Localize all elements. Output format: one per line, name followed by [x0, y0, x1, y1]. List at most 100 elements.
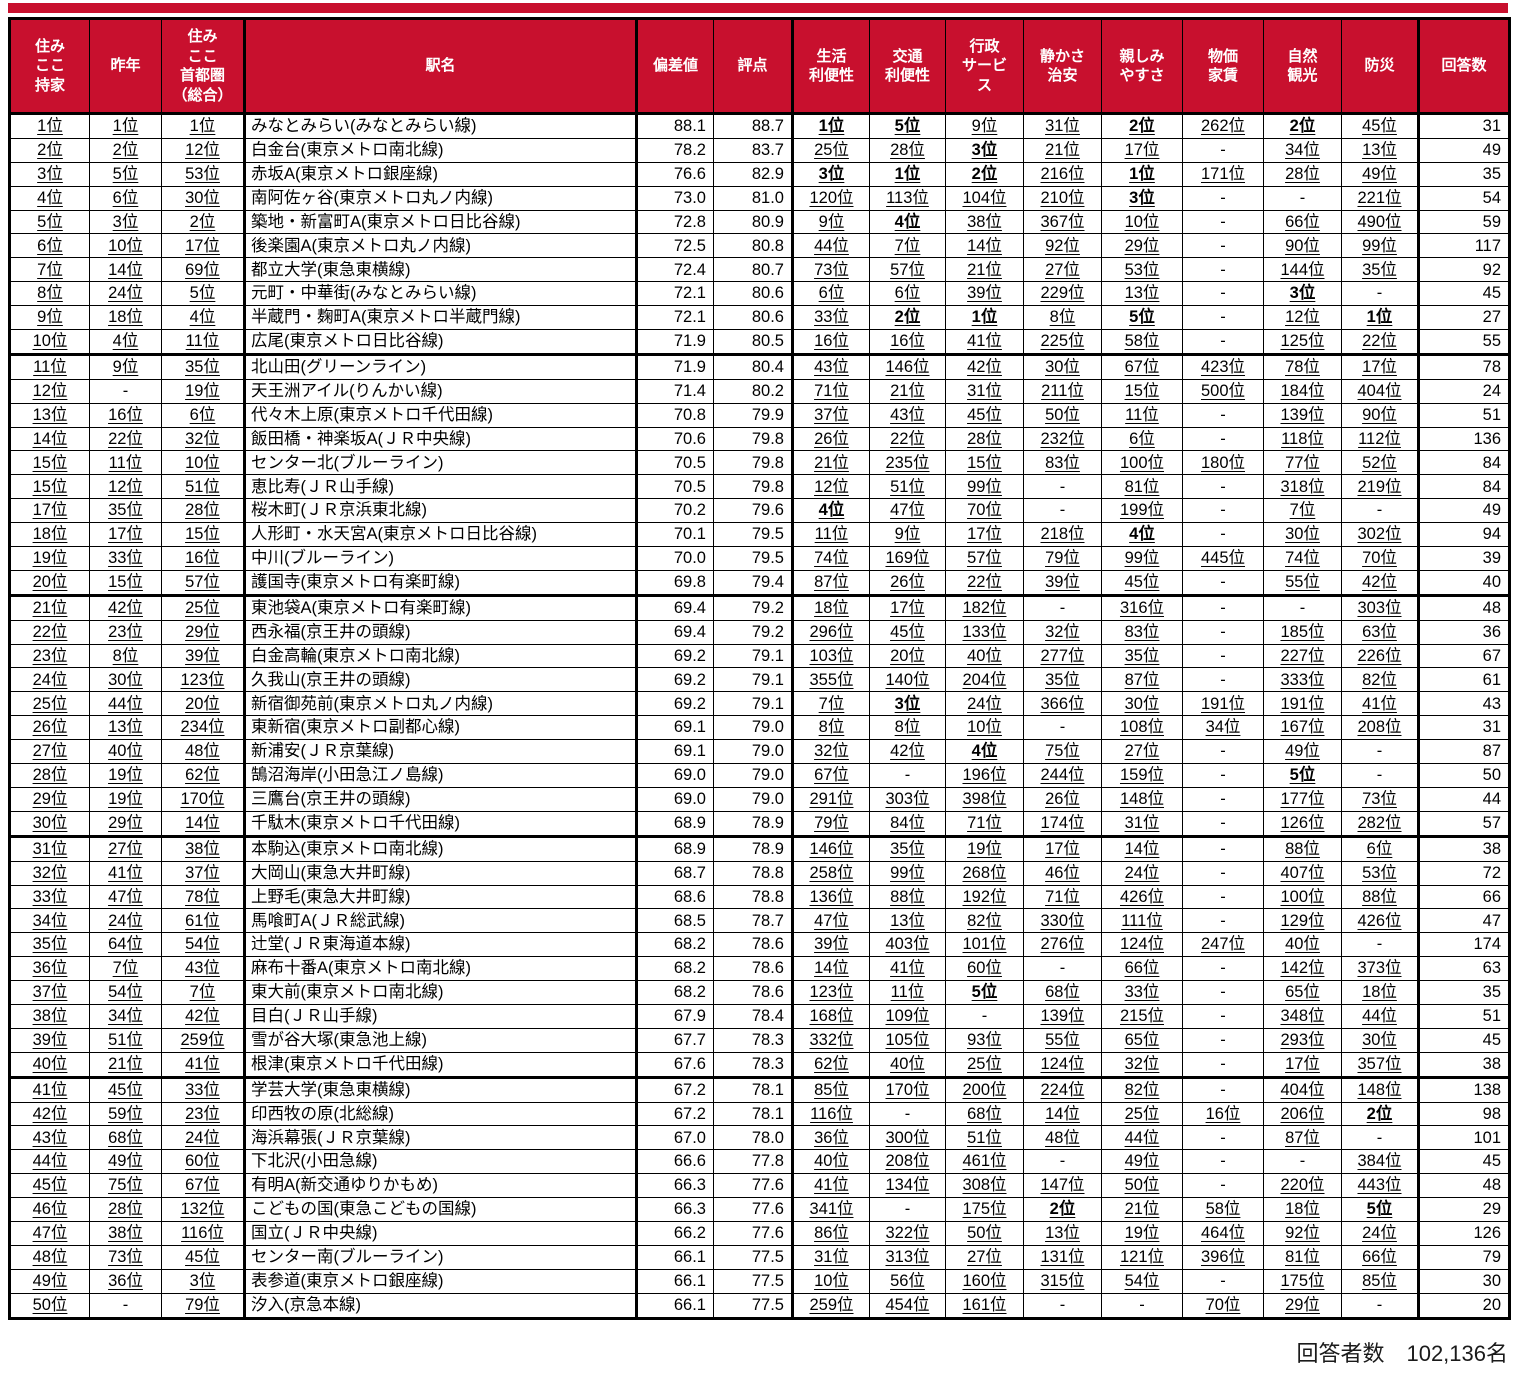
- cell-value: 84位: [890, 814, 925, 833]
- cell-value: 3位: [1129, 188, 1155, 207]
- cell-station: 恵比寿(ＪＲ山手線): [243, 474, 637, 500]
- cell-value: 辻堂(ＪＲ東海道本線): [251, 935, 411, 954]
- cell-value: -: [1220, 887, 1226, 906]
- cell-c4: 366位: [1023, 691, 1102, 717]
- cell-c3: 17位: [945, 522, 1024, 548]
- cell-c4: 92位: [1023, 233, 1102, 259]
- header-friendliness: 親しみ やすさ: [1101, 18, 1183, 115]
- cell-value: -: [1220, 839, 1226, 858]
- header-disaster-prevention: 防災: [1341, 18, 1419, 115]
- cell-value: 111位: [1121, 911, 1163, 930]
- cell-value: 35位: [1045, 670, 1080, 689]
- cell-value: 26位: [1045, 790, 1080, 809]
- cell-value: 5位: [189, 284, 216, 303]
- cell-c8: 5位: [1341, 1197, 1419, 1222]
- cell-value: 12位: [108, 477, 143, 496]
- cell-value: 120位: [809, 188, 854, 207]
- cell-value: 27位: [967, 1248, 1002, 1267]
- cell-c5: 17位: [1101, 137, 1183, 163]
- cell-dev: 88.1: [635, 113, 714, 139]
- cell-value: 180位: [1200, 453, 1246, 472]
- cell-rank: 24位: [9, 667, 90, 693]
- cell-c8: 18位: [1341, 980, 1419, 1005]
- cell-value: 31位: [814, 1248, 849, 1267]
- cell-rank: 18位: [9, 522, 90, 548]
- cell-value: 30位: [1285, 525, 1320, 544]
- cell-score: 80.5: [713, 329, 793, 355]
- cell-prev: 38位: [89, 1220, 162, 1246]
- cell-value: 1位: [894, 164, 921, 183]
- table-row: 47位 38位 116位 国立(ＪＲ中央線) 66.2 77.6 86位 322位 50位 13位…: [9, 1220, 1510, 1246]
- cell-c2: 7位: [869, 233, 946, 259]
- cell-c2: 84位: [869, 810, 946, 837]
- cell-c6: 58位: [1182, 1197, 1264, 1222]
- cell-rank: 43位: [9, 1125, 90, 1151]
- table-row: 31位 27位 38位 本駒込(東京メトロ南北線) 68.9 78.9 146位 35位 19位…: [9, 834, 1510, 862]
- cell-value: 30: [1482, 1271, 1501, 1290]
- cell-value: 50位: [1045, 405, 1080, 424]
- cell-value: 31位: [1045, 117, 1080, 136]
- cell-c3: 196位: [945, 763, 1024, 788]
- cell-c4: 218位: [1023, 522, 1102, 548]
- cell-c4: 21位: [1023, 137, 1102, 163]
- cell-value: 71位: [1045, 887, 1080, 906]
- cell-value: みなとみらい(みなとみらい線): [251, 117, 477, 136]
- cell-value: 308位: [962, 1176, 1007, 1195]
- cell-value: 29位: [185, 622, 220, 641]
- cell-value: 2位: [1366, 1104, 1393, 1123]
- cell-value: 104位: [962, 188, 1007, 207]
- cell-value: -: [1220, 477, 1226, 496]
- cell-metro: 10位: [161, 450, 245, 476]
- cell-prev: 68位: [89, 1125, 162, 1151]
- cell-metro: 48位: [161, 739, 245, 765]
- cell-value: 54位: [1124, 1271, 1160, 1290]
- cell-value: 79.1: [751, 670, 784, 689]
- cell-dev: 67.6: [635, 1051, 714, 1078]
- cell-value: 42位: [967, 358, 1002, 377]
- cell-c7: 2位: [1263, 113, 1342, 139]
- cell-c4: 71位: [1023, 884, 1102, 910]
- cell-c7: 185位: [1263, 619, 1342, 645]
- cell-value: 15位: [108, 573, 143, 592]
- cell-c6: -: [1182, 305, 1264, 331]
- cell-value: 208位: [1357, 718, 1402, 737]
- cell-c1: 291位: [791, 786, 870, 812]
- cell-value: 42位: [108, 599, 143, 617]
- cell-value: 4位: [37, 188, 63, 207]
- cell-value: 7位: [112, 959, 139, 978]
- cell-station: 印西牧の原(北総線): [243, 1101, 637, 1127]
- cell-c6: -: [1182, 498, 1264, 524]
- cell-value: 15位: [967, 453, 1002, 472]
- cell-c6: -: [1182, 908, 1264, 934]
- cell-c5: 4位: [1101, 522, 1183, 548]
- cell-value: 東池袋A(東京メトロ有楽町線): [251, 599, 471, 617]
- cell-c5: 45位: [1101, 569, 1183, 596]
- cell-value: 53位: [1362, 863, 1397, 882]
- cell-n: 84: [1417, 450, 1510, 476]
- cell-value: 50位: [967, 1224, 1002, 1243]
- cell-value: 39位: [814, 935, 849, 954]
- cell-value: 48: [1482, 1176, 1501, 1195]
- cell-value: 218位: [1040, 525, 1085, 544]
- cell-value: -: [1220, 332, 1226, 351]
- cell-dev: 68.5: [635, 908, 714, 934]
- cell-value: 中川(ブルーライン): [251, 549, 394, 568]
- cell-rank: 1位: [9, 113, 90, 139]
- cell-value: 83位: [1045, 453, 1080, 472]
- cell-dev: 68.2: [635, 956, 714, 982]
- livability-ranking-table: 住み ここ 持家 昨年 住み ここ 首都圏 （総合） 駅名 偏差値 評点 生活 …: [8, 17, 1511, 1320]
- cell-metro: 67位: [161, 1173, 245, 1199]
- cell-value: 355位: [809, 670, 854, 689]
- cell-c6: 262位: [1182, 113, 1264, 139]
- cell-value: 東大前(東京メトロ南北線): [251, 983, 444, 1002]
- cell-value: 44位: [1362, 1007, 1397, 1026]
- cell-dev: 68.2: [635, 980, 714, 1005]
- cell-c3: 268位: [945, 860, 1024, 886]
- cell-value: 83位: [1124, 622, 1160, 641]
- cell-c8: 88位: [1341, 884, 1419, 910]
- cell-c6: -: [1182, 1075, 1264, 1103]
- cell-value: 161位: [962, 1295, 1007, 1314]
- cell-c1: 146位: [791, 834, 870, 862]
- cell-c3: 175位: [945, 1197, 1024, 1222]
- cell-c7: 144位: [1263, 257, 1342, 283]
